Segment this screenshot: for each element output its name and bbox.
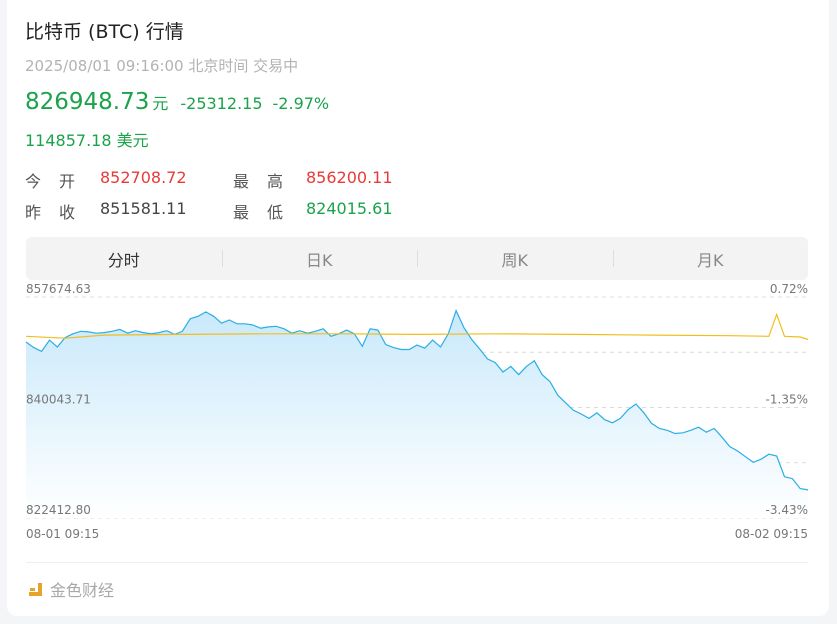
open-value: 852708.72 (100, 168, 187, 187)
page-title: 比特币 (BTC) 行情 (25, 21, 184, 43)
usd-price: 114857.18 美元 (25, 131, 149, 150)
open-label: 今开 (25, 172, 94, 191)
low-label: 最低 (233, 203, 302, 222)
x-tick-label-end: 08-02 09:15 (735, 527, 808, 541)
price-area (26, 310, 808, 518)
price-change-percent: -2.97% (272, 94, 330, 113)
price-line (25, 308, 809, 491)
high-value: 856200.11 (306, 168, 393, 187)
footer-divider (26, 562, 808, 563)
tab-intraday[interactable]: 分时 (107, 250, 140, 270)
y-tick-label-right: -1.35% (766, 393, 808, 407)
y-tick-label-left: 840043.71 (26, 393, 91, 407)
prev-close-value: 851581.11 (100, 199, 187, 218)
tab-weekly-k[interactable]: 周K (417, 237, 613, 280)
intraday-chart: 857674.63 840043.71 822412.80 0.72% -1.35% -3… (25, 282, 809, 541)
price-line: 826948.73 元 -25312.15 -2.97% (25, 89, 329, 115)
y-tick-label-right: 0.72% (770, 282, 808, 296)
quote-card: 比特币 (BTC) 行情 2025/08/01 09:16:00 北京时间 交易… (7, 0, 829, 616)
prev-close-label: 昨收 (25, 203, 94, 222)
current-price: 826948.73 (25, 89, 150, 115)
y-tick-label-left: 857674.63 (26, 282, 91, 296)
y-tick-label-right: -3.43% (766, 503, 808, 517)
x-tick-label-start: 08-01 09:15 (26, 527, 99, 541)
tab-monthly-k[interactable]: 月K (612, 237, 809, 280)
price-change: -25312.15 (180, 94, 263, 113)
high-label: 最高 (233, 172, 302, 191)
price-unit: 元 (152, 94, 169, 113)
footer: 金色财经 (29, 577, 114, 601)
low-value: 824015.61 (306, 199, 393, 218)
tab-daily-k[interactable]: 日K (221, 237, 418, 280)
y-tick-label-left: 822412.80 (26, 503, 91, 517)
average-line (25, 312, 809, 341)
timestamp: 2025/08/01 09:16:00 北京时间 交易中 (25, 57, 299, 75)
brand-logo-icon (29, 582, 42, 596)
period-tabs: 分时 日K 周K 月K (26, 237, 808, 280)
brand-name: 金色财经 (50, 581, 115, 600)
